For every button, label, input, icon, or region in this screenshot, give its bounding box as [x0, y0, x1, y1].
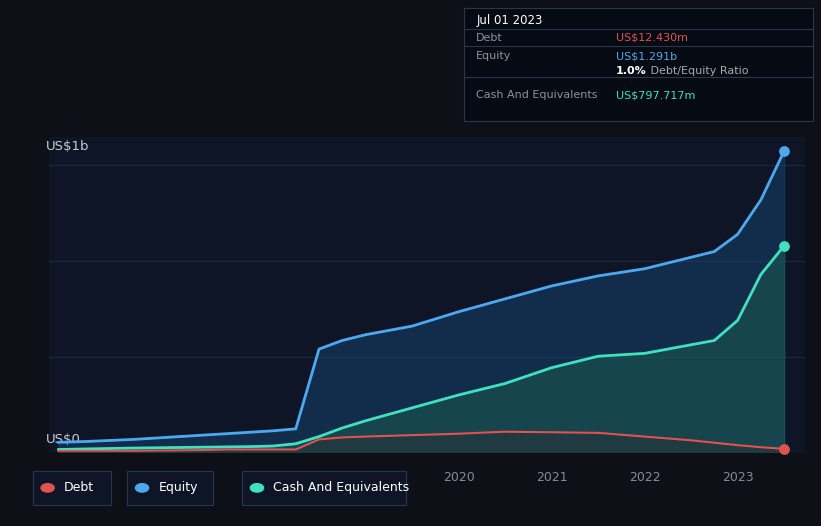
Text: US$12.430m: US$12.430m	[616, 33, 688, 43]
Text: US$797.717m: US$797.717m	[616, 90, 695, 100]
Text: US$0: US$0	[45, 433, 80, 446]
Text: Equity: Equity	[158, 481, 198, 494]
Text: Cash And Equivalents: Cash And Equivalents	[476, 90, 598, 100]
Point	[777, 444, 791, 453]
Text: 2019: 2019	[350, 471, 381, 484]
Point	[777, 241, 791, 250]
Text: 2018: 2018	[257, 471, 288, 484]
Text: Debt: Debt	[476, 33, 503, 43]
Text: 1.0%: 1.0%	[616, 66, 646, 76]
Text: 2021: 2021	[536, 471, 567, 484]
Point	[777, 147, 791, 155]
Text: 2020: 2020	[443, 471, 475, 484]
Text: 2017: 2017	[163, 471, 195, 484]
Text: Jul 01 2023: Jul 01 2023	[476, 14, 543, 27]
Text: Debt/Equity Ratio: Debt/Equity Ratio	[647, 66, 749, 76]
Text: 2022: 2022	[629, 471, 660, 484]
Text: 2023: 2023	[722, 471, 754, 484]
Text: Debt: Debt	[64, 481, 94, 494]
Text: Cash And Equivalents: Cash And Equivalents	[273, 481, 410, 494]
Text: Equity: Equity	[476, 51, 511, 61]
Text: US$1b: US$1b	[45, 140, 89, 153]
Text: US$1.291b: US$1.291b	[616, 51, 677, 61]
